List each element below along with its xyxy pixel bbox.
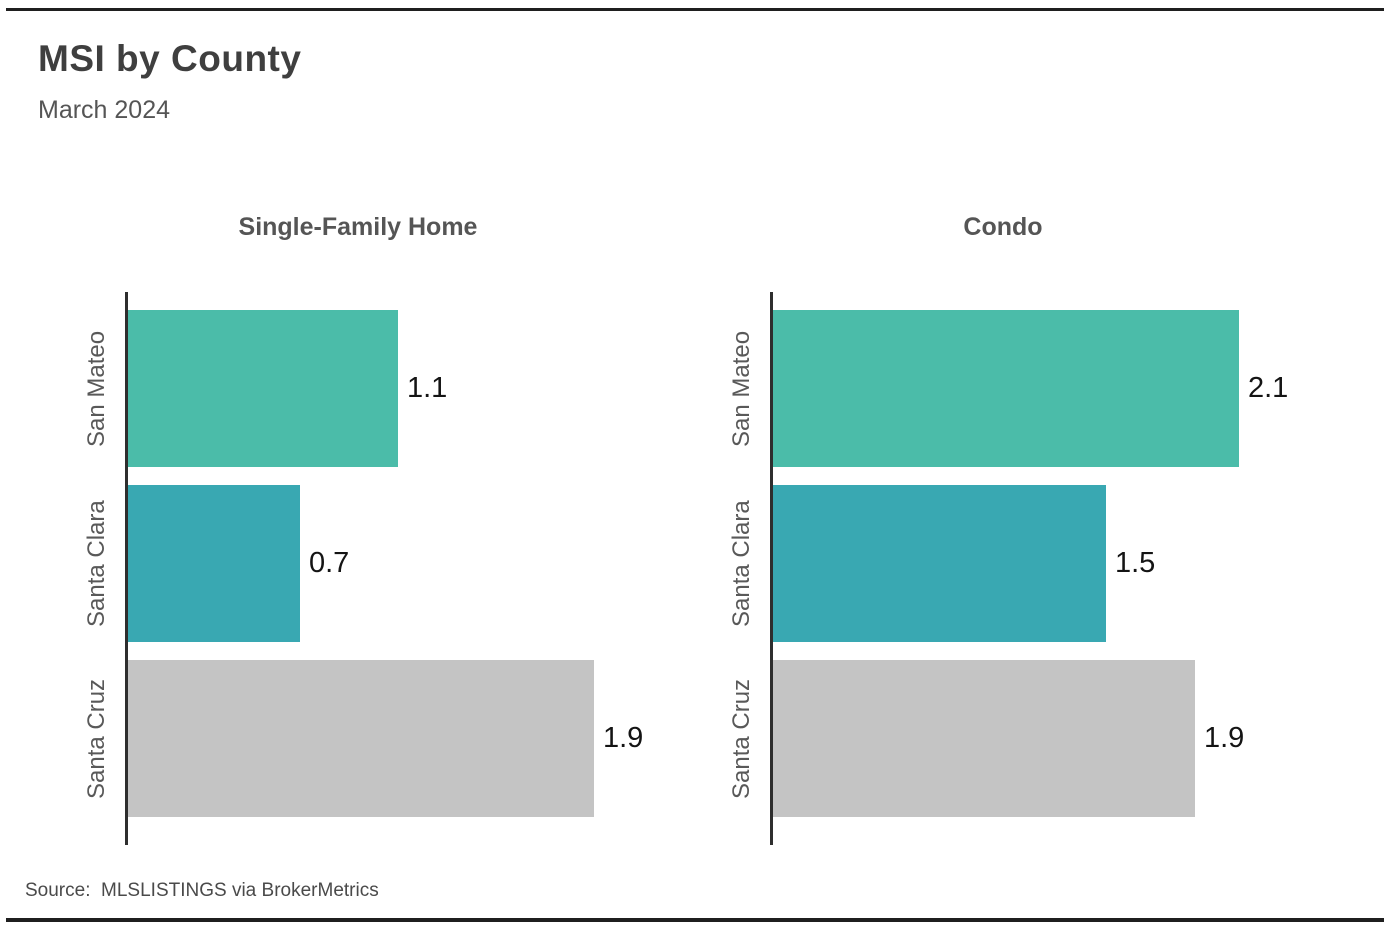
category-label: Santa Clara — [728, 500, 755, 627]
bar-row: Santa Cruz 1.9 — [728, 660, 1329, 817]
category-label: Santa Clara — [83, 500, 110, 627]
bottom-divider — [6, 918, 1384, 922]
bar — [128, 310, 398, 467]
source-attribution: Source: MLSLISTINGS via BrokerMetrics — [25, 880, 379, 901]
bar — [773, 660, 1195, 817]
bar — [773, 310, 1239, 467]
bar — [128, 485, 300, 642]
bar-row: San Mateo 1.1 — [83, 310, 684, 467]
y-axis-line — [125, 292, 128, 845]
page-subtitle: March 2024 — [38, 96, 171, 124]
y-axis-line — [770, 292, 773, 845]
bar-row: Santa Clara 0.7 — [83, 485, 684, 642]
bar-row: San Mateo 2.1 — [728, 310, 1329, 467]
category-label: Santa Cruz — [83, 678, 110, 799]
value-label: 2.1 — [1248, 372, 1289, 404]
category-label: San Mateo — [728, 330, 755, 447]
top-divider — [6, 8, 1384, 11]
value-label: 0.7 — [309, 547, 350, 579]
category-label: San Mateo — [83, 330, 110, 447]
bar-rows: San Mateo 2.1 Santa Clara 1.5 Santa Cruz 1.9 — [728, 310, 1329, 845]
bar-row: Santa Clara 1.5 — [728, 485, 1329, 642]
value-label: 1.5 — [1115, 547, 1156, 579]
chart-panel-condo: Condo San Mateo 2.1 Santa Clara 1.5 Santa Cr… — [728, 205, 1330, 865]
chart-title: Single-Family Home — [238, 213, 478, 241]
bar — [128, 660, 594, 817]
category-label: Santa Cruz — [728, 678, 755, 799]
value-label: 1.9 — [603, 722, 644, 754]
value-label: 1.1 — [407, 372, 448, 404]
value-label: 1.9 — [1204, 722, 1245, 754]
page-title: MSI by County — [38, 38, 302, 79]
chart-title: Condo — [963, 213, 1043, 241]
bar — [773, 485, 1106, 642]
chart-panel-single-family: Single-Family Home San Mateo 1.1 Santa Cla… — [83, 205, 685, 865]
bar-rows: San Mateo 1.1 Santa Clara 0.7 Santa Cruz 1.9 — [83, 310, 684, 845]
bar-row: Santa Cruz 1.9 — [83, 660, 684, 817]
